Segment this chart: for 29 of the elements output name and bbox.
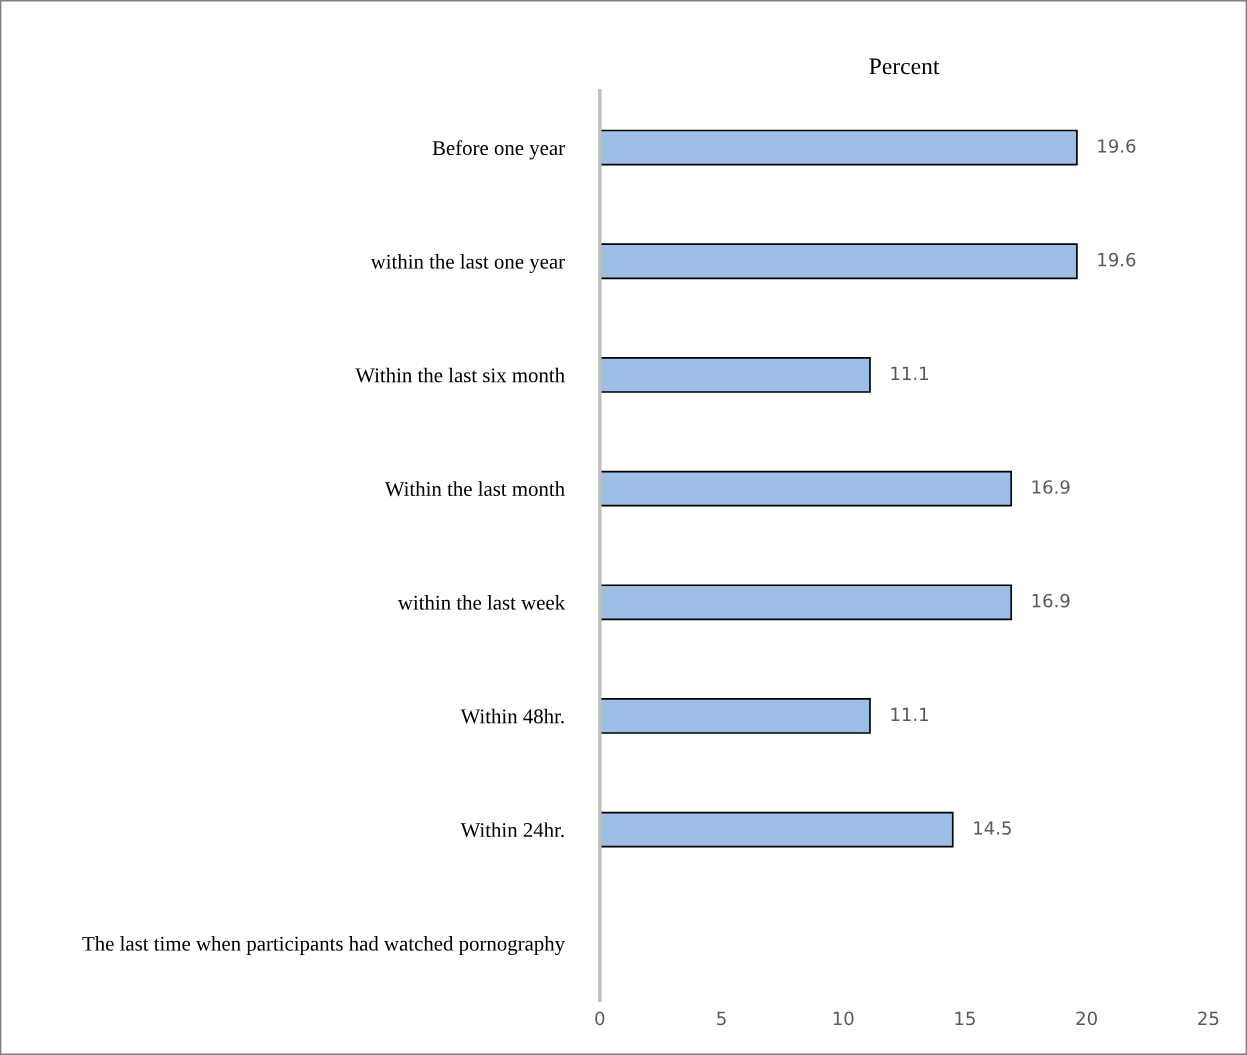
x-tick-label: 25 [1198,1011,1219,1026]
y-tick-label: within the last one year [370,254,565,273]
x-tick-label: 20 [1076,1011,1097,1026]
bar [599,129,1078,166]
x-axis-title: Percent [869,58,940,75]
data-label: 14.5 [974,821,1011,835]
data-label: 11.1 [891,707,928,721]
bar [599,698,871,734]
y-tick-label: Within 48hr. [460,708,564,724]
y-tick-label: within the last week [397,595,566,610]
bar [599,811,954,848]
bar [599,243,1078,280]
y-tick-label: Within 24hr. [460,822,564,838]
data-label: 19.6 [1098,139,1136,153]
x-tick-label: 5 [717,1011,726,1026]
x-tick-label: 0 [595,1011,605,1026]
data-label: 11.1 [891,366,928,380]
bar [599,470,1013,507]
y-tick-label: Within the last six month [355,367,565,383]
y-tick-label: Before one year [432,140,565,160]
bar [599,357,871,393]
y-tick-label: The last time when participants had watched pornography [82,936,565,956]
x-tick-label: 15 [955,1011,975,1026]
x-tick-label: 10 [833,1011,854,1026]
bar [599,584,1013,621]
y-tick-label: Within the last month [384,481,565,497]
data-label: 16.9 [1032,593,1070,608]
data-label: 16.9 [1032,480,1070,494]
data-label: 19.6 [1098,252,1136,267]
